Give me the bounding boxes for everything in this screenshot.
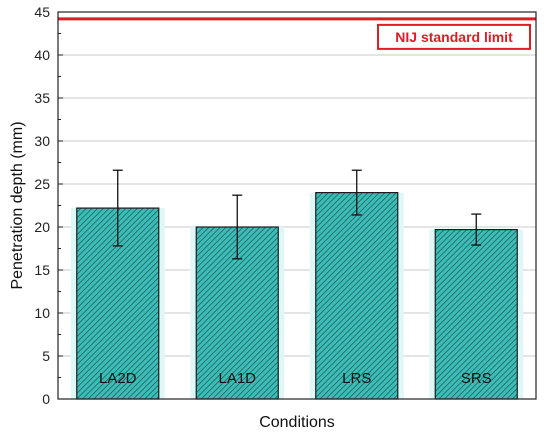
y-ticks: 0 5 10 15 20 25 30 35 40 45 bbox=[34, 4, 63, 407]
bar bbox=[315, 192, 399, 400]
bar-category-label: LA1D bbox=[218, 370, 256, 387]
y-tick-label: 20 bbox=[34, 219, 50, 235]
y-tick-label: 0 bbox=[42, 391, 50, 407]
y-tick-label: 35 bbox=[34, 90, 50, 106]
y-tick-label: 40 bbox=[34, 47, 50, 63]
bars: LA2D LA1D LRS SRS bbox=[70, 192, 524, 400]
y-tick-label: 30 bbox=[34, 133, 50, 149]
error-bars bbox=[112, 169, 482, 260]
bar-category-label: LRS bbox=[342, 370, 371, 387]
bar bbox=[434, 228, 518, 400]
x-axis-title: Conditions bbox=[259, 414, 335, 431]
bar-category-label: SRS bbox=[461, 370, 492, 387]
y-tick-label: 5 bbox=[42, 348, 50, 364]
y-tick-label: 15 bbox=[34, 262, 50, 278]
bar-category-label: LA2D bbox=[99, 370, 137, 387]
y-tick-label: 45 bbox=[34, 4, 50, 20]
nij-limit-label: NIJ standard limit bbox=[395, 29, 513, 45]
nij-limit-label-box bbox=[377, 23, 531, 50]
reference-line-group: NIJ standard limit bbox=[58, 17, 536, 50]
y-tick-label: 25 bbox=[34, 176, 50, 192]
y-tick-label: 10 bbox=[34, 305, 50, 321]
y-axis-title: Penetration depth (mm) bbox=[9, 121, 26, 289]
